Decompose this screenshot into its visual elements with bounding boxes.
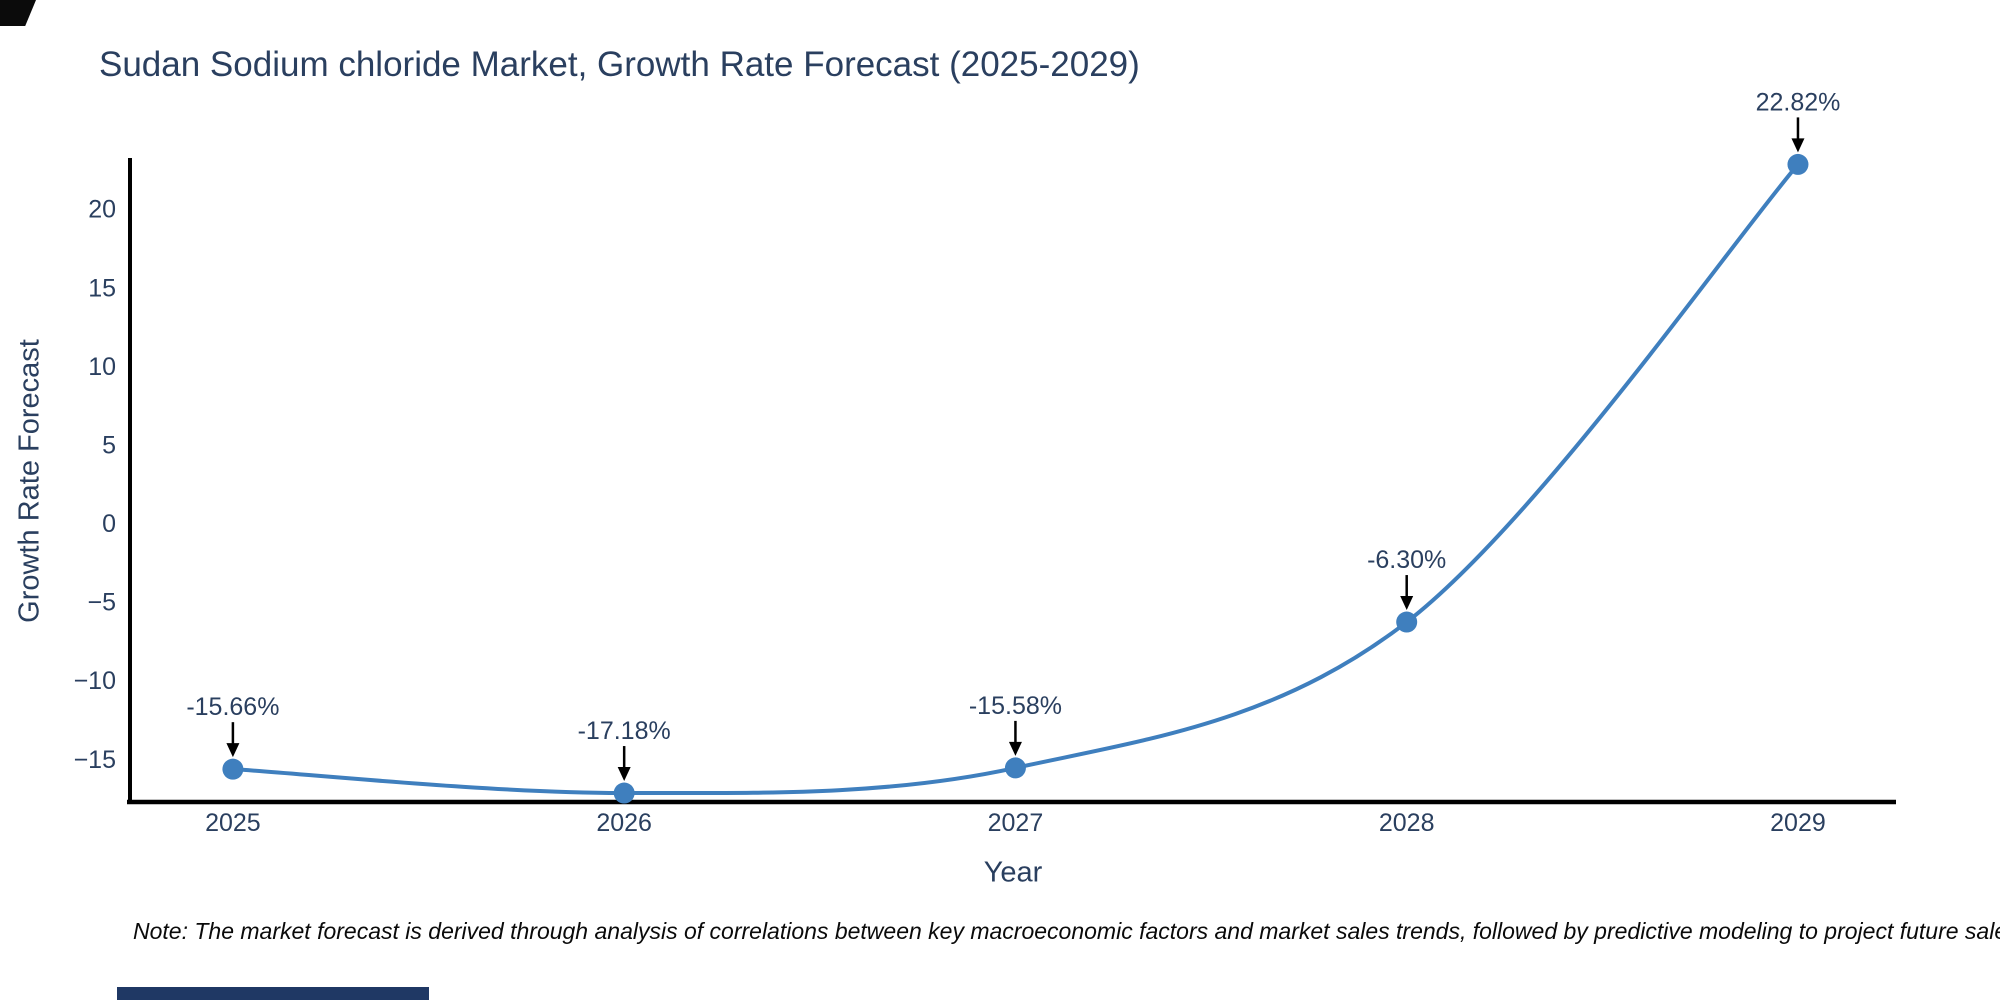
bottom-bar-artifact [117, 987, 429, 1000]
data-point-marker [1787, 153, 1809, 175]
x-tick-label: 2027 [988, 809, 1044, 837]
annotation-arrowhead [617, 767, 631, 782]
data-point-marker [1004, 757, 1026, 779]
annotation-arrowhead [1008, 741, 1022, 756]
x-tick-label: 2028 [1379, 809, 1435, 837]
x-tick-label: 2029 [1770, 809, 1826, 837]
annotation-label: -6.30% [1367, 546, 1446, 574]
x-tick-label: 2026 [596, 809, 652, 837]
annotation-arrowhead [1791, 138, 1805, 153]
x-axis-title: Year [983, 856, 1043, 889]
y-tick-label: 15 [88, 274, 116, 302]
annotation-arrowhead [1400, 596, 1414, 611]
data-point-marker [222, 758, 244, 780]
y-axis-title: Growth Rate Forecast [13, 339, 46, 623]
annotation-label: -15.66% [186, 693, 279, 721]
y-tick-label: −15 [74, 746, 116, 774]
y-tick-label: 20 [88, 196, 116, 224]
annotation-arrowhead [226, 743, 240, 758]
y-tick-label: 10 [88, 353, 116, 381]
annotation-label: 22.82% [1756, 88, 1841, 116]
series-line [230, 162, 1800, 796]
annotation-label: -17.18% [578, 717, 671, 745]
y-tick-label: −10 [74, 667, 116, 695]
annotation-label: -15.58% [969, 692, 1062, 720]
data-point-marker [613, 782, 635, 804]
note-text: Note: The market forecast is derived thr… [133, 918, 2000, 944]
y-tick-label: 5 [102, 431, 116, 459]
data-point-marker [1396, 611, 1418, 633]
x-tick-label: 2025 [205, 809, 261, 837]
y-tick-label: −5 [87, 589, 116, 617]
chart-title: Sudan Sodium chloride Market, Growth Rat… [99, 45, 1140, 84]
y-tick-label: 0 [102, 510, 116, 538]
